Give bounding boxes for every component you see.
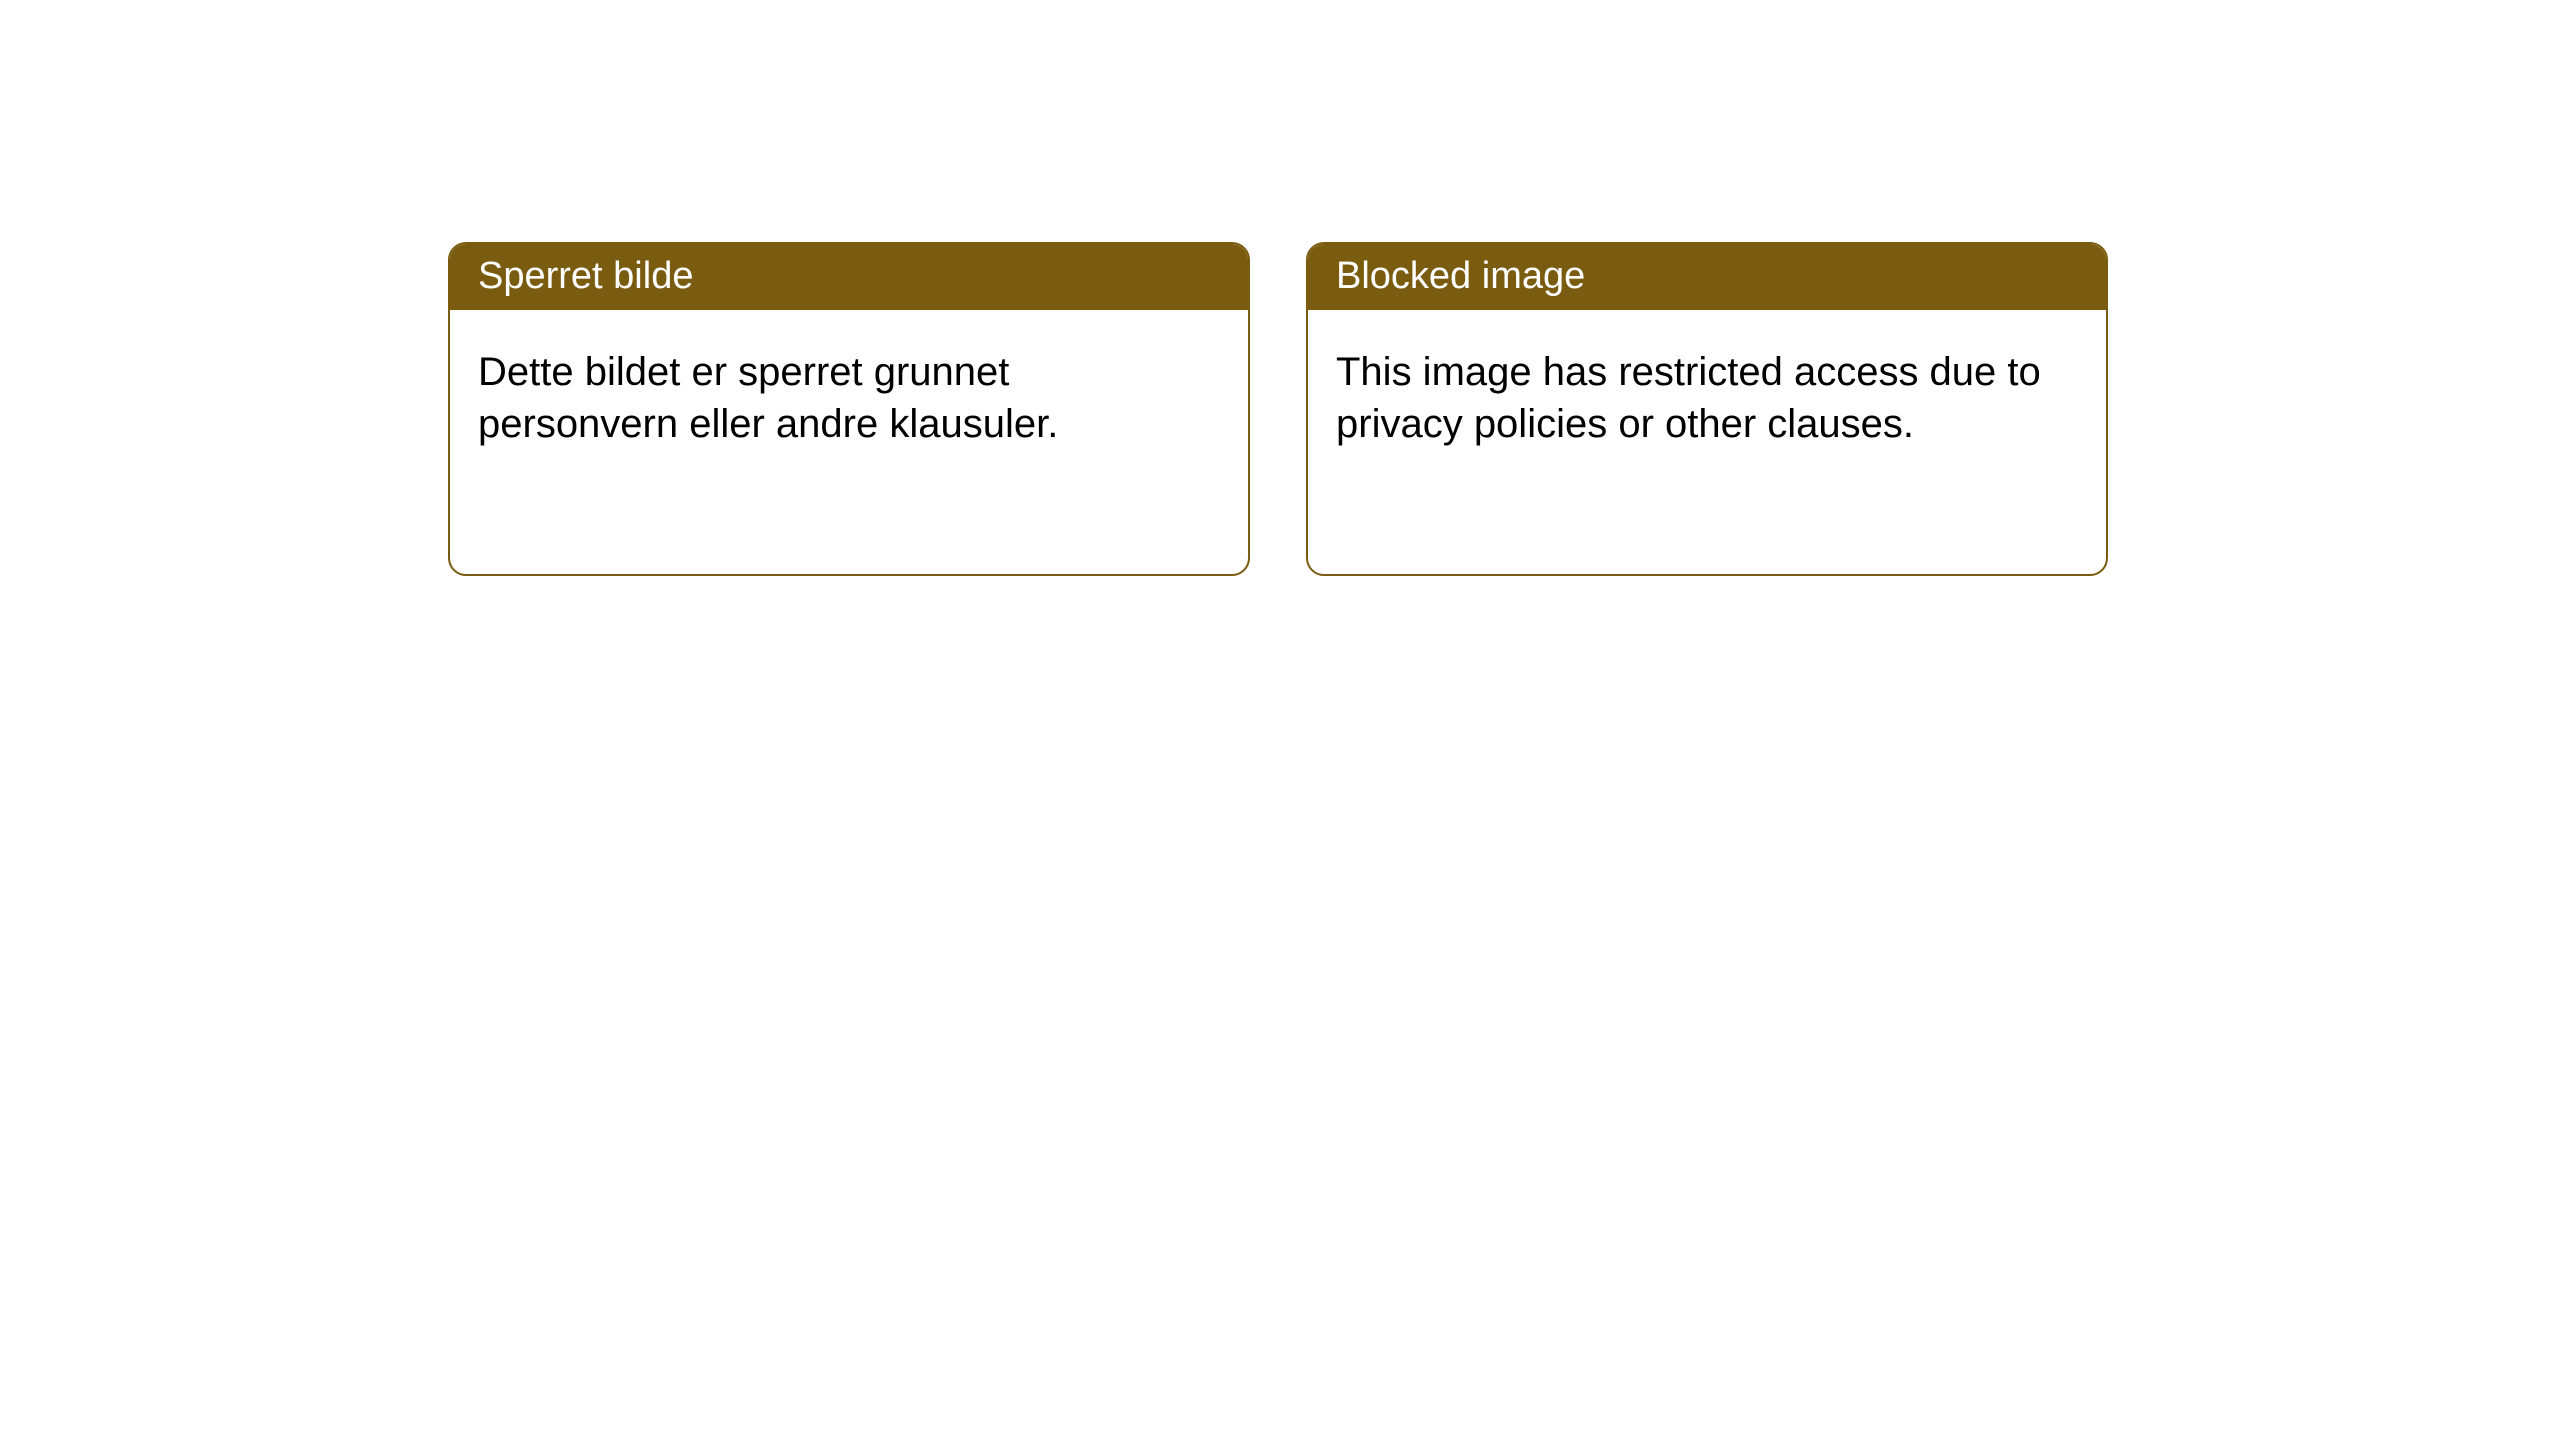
card-header: Blocked image bbox=[1308, 244, 2106, 310]
card-body: Dette bildet er sperret grunnet personve… bbox=[450, 310, 1248, 486]
card-header: Sperret bilde bbox=[450, 244, 1248, 310]
card-message: This image has restricted access due to … bbox=[1336, 350, 2041, 446]
card-title: Blocked image bbox=[1336, 255, 1585, 297]
notice-container: Sperret bilde Dette bildet er sperret gr… bbox=[0, 0, 2560, 576]
blocked-image-card-no: Sperret bilde Dette bildet er sperret gr… bbox=[448, 242, 1250, 576]
card-message: Dette bildet er sperret grunnet personve… bbox=[478, 350, 1058, 446]
card-body: This image has restricted access due to … bbox=[1308, 310, 2106, 486]
blocked-image-card-en: Blocked image This image has restricted … bbox=[1306, 242, 2108, 576]
card-title: Sperret bilde bbox=[478, 255, 693, 297]
